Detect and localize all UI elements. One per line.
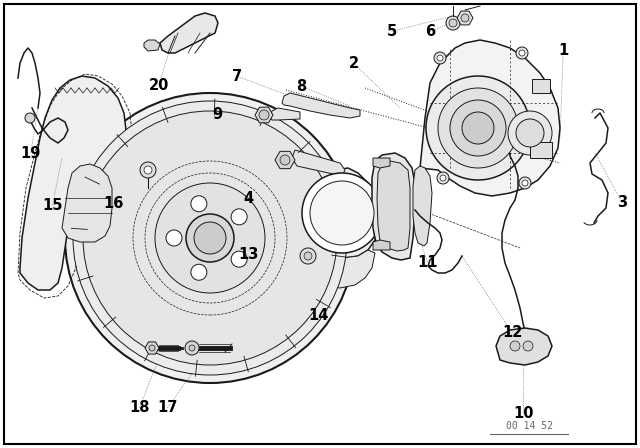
- Text: 00 14 52: 00 14 52: [506, 421, 554, 431]
- Text: 6: 6: [425, 24, 435, 39]
- Ellipse shape: [83, 111, 337, 365]
- Polygon shape: [373, 158, 390, 168]
- Circle shape: [426, 76, 530, 180]
- Bar: [530, 142, 552, 158]
- Polygon shape: [420, 40, 560, 196]
- Polygon shape: [160, 13, 218, 53]
- Polygon shape: [305, 250, 375, 288]
- Text: 7: 7: [232, 69, 242, 84]
- Circle shape: [508, 111, 552, 155]
- Circle shape: [300, 248, 316, 264]
- Circle shape: [510, 341, 520, 351]
- Polygon shape: [145, 342, 159, 354]
- Circle shape: [25, 113, 35, 123]
- Text: 16: 16: [104, 196, 124, 211]
- Circle shape: [191, 264, 207, 280]
- Circle shape: [259, 110, 269, 120]
- Circle shape: [280, 155, 290, 165]
- Text: 12: 12: [502, 325, 522, 340]
- Polygon shape: [270, 108, 300, 120]
- Circle shape: [434, 52, 446, 64]
- Text: 14: 14: [308, 308, 329, 323]
- Text: 5: 5: [387, 24, 397, 39]
- Circle shape: [523, 341, 533, 351]
- Circle shape: [461, 14, 469, 22]
- Circle shape: [519, 177, 531, 189]
- Circle shape: [516, 119, 544, 147]
- Text: 10: 10: [513, 405, 534, 421]
- Text: 13: 13: [238, 247, 259, 262]
- Text: 20: 20: [148, 78, 169, 93]
- Text: 19: 19: [20, 146, 41, 161]
- Circle shape: [437, 55, 443, 61]
- Circle shape: [231, 251, 247, 267]
- Circle shape: [191, 196, 207, 212]
- Circle shape: [185, 341, 199, 355]
- Polygon shape: [275, 151, 295, 168]
- Circle shape: [189, 345, 195, 351]
- Polygon shape: [282, 93, 360, 118]
- Circle shape: [438, 88, 518, 168]
- Polygon shape: [457, 11, 473, 25]
- Text: 11: 11: [417, 254, 438, 270]
- Circle shape: [194, 222, 226, 254]
- Circle shape: [437, 172, 449, 184]
- Text: 3: 3: [617, 195, 627, 210]
- Text: 18: 18: [129, 400, 150, 415]
- Circle shape: [310, 181, 374, 245]
- Circle shape: [186, 214, 234, 262]
- Circle shape: [516, 47, 528, 59]
- Ellipse shape: [73, 101, 347, 375]
- Circle shape: [302, 173, 382, 253]
- Circle shape: [304, 252, 312, 260]
- Polygon shape: [375, 191, 398, 223]
- Text: 17: 17: [157, 400, 178, 415]
- Circle shape: [231, 209, 247, 225]
- Text: 4: 4: [243, 190, 253, 206]
- Polygon shape: [144, 40, 160, 51]
- Polygon shape: [292, 150, 345, 176]
- Polygon shape: [372, 153, 415, 260]
- Polygon shape: [255, 107, 273, 123]
- Ellipse shape: [65, 93, 355, 383]
- Circle shape: [522, 180, 528, 186]
- Circle shape: [519, 50, 525, 56]
- Polygon shape: [20, 76, 126, 290]
- Circle shape: [450, 100, 506, 156]
- Text: 15: 15: [42, 198, 63, 213]
- Text: 9: 9: [212, 107, 223, 122]
- Circle shape: [140, 162, 156, 178]
- Circle shape: [155, 183, 265, 293]
- Circle shape: [149, 345, 155, 351]
- Polygon shape: [413, 166, 432, 246]
- Text: 8: 8: [296, 78, 306, 94]
- Circle shape: [446, 16, 460, 30]
- Polygon shape: [62, 164, 112, 242]
- Circle shape: [462, 112, 494, 144]
- Circle shape: [144, 166, 152, 174]
- Circle shape: [162, 190, 258, 286]
- Text: 2: 2: [349, 56, 359, 71]
- Circle shape: [440, 175, 446, 181]
- Polygon shape: [373, 240, 390, 250]
- Bar: [532, 79, 550, 93]
- Text: 1: 1: [558, 43, 568, 58]
- Circle shape: [166, 230, 182, 246]
- Circle shape: [449, 19, 457, 27]
- Polygon shape: [305, 168, 378, 258]
- Polygon shape: [377, 161, 410, 251]
- Polygon shape: [496, 328, 552, 365]
